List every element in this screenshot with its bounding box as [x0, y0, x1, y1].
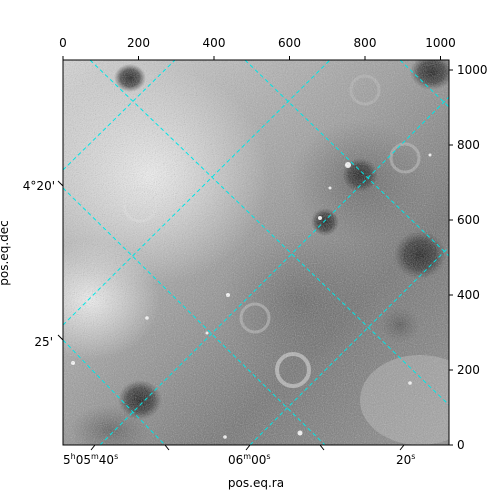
top-axis: 0 200 400 600 800 1000 — [59, 36, 456, 60]
right-tick-label: 600 — [457, 213, 480, 227]
top-tick-label: 0 — [59, 36, 67, 50]
sky-image — [63, 60, 449, 445]
right-tick-label: 0 — [457, 438, 465, 452]
ra-tick-label: 06m00s — [228, 452, 271, 467]
y-axis-label: pos.eq.dec — [0, 220, 11, 285]
dec-axis: 4°20' 25' — [23, 179, 64, 349]
right-axis: 0 200 400 600 800 1000 — [449, 63, 488, 452]
top-tick-label: 400 — [203, 36, 226, 50]
right-tick-label: 200 — [457, 363, 480, 377]
x-axis-label: pos.eq.ra — [228, 476, 284, 490]
right-tick-label: 1000 — [457, 63, 488, 77]
dec-tick-label: 25' — [34, 335, 53, 349]
top-tick-label: 200 — [127, 36, 150, 50]
dec-tick-label: 4°20' — [23, 179, 55, 193]
top-tick-label: 600 — [278, 36, 301, 50]
right-tick-label: 800 — [457, 138, 480, 152]
top-tick-label: 800 — [354, 36, 377, 50]
ra-tick-label: 20s — [396, 452, 415, 467]
plot-frame — [62, 59, 450, 446]
ra-tick-label: 5h05m40s — [63, 452, 118, 467]
right-tick-label: 400 — [457, 288, 480, 302]
top-tick-label: 1000 — [425, 36, 456, 50]
coordinate-grid — [63, 60, 449, 445]
ra-axis: 5h05m40s 06m00s 20s — [63, 444, 415, 467]
